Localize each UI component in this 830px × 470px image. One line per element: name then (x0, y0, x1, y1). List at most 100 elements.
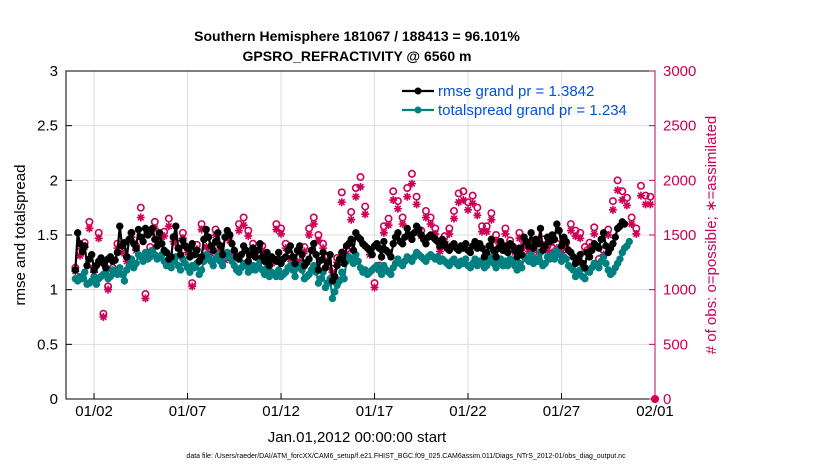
rmse-point (71, 266, 80, 274)
rmse-point (113, 248, 122, 257)
rmse-point (394, 229, 402, 237)
rmse-point (88, 250, 96, 259)
obs-assimilated-point (136, 213, 145, 222)
rmse-point (305, 255, 313, 263)
totalspread-point (527, 250, 535, 259)
rmse-point (256, 240, 264, 248)
obs-assimilated-point (571, 232, 580, 241)
rmse-point (333, 261, 341, 270)
obs-assimilated-point (501, 229, 510, 238)
rmse-point (141, 224, 150, 233)
obs-assimilated-point (468, 199, 477, 208)
x-axis-label: Jan.01,2012 00:00:00 start (268, 429, 447, 446)
totalspread-point (167, 264, 175, 272)
y-left-tick-label: 2 (50, 172, 58, 189)
rmse-point (349, 246, 358, 255)
totalspread-point (354, 257, 362, 265)
x-axis: 01/02 01/07 01/12 01/17 01/22 01/27 02/01 (75, 393, 674, 420)
rmse-point (251, 253, 260, 261)
rmse-point (176, 250, 185, 259)
obs-possible-point (239, 213, 248, 222)
rmse-point (102, 264, 110, 272)
obs-assimilated-point (277, 229, 286, 238)
rmse-point (260, 257, 269, 265)
rmse-point (127, 229, 136, 237)
obs-assimilated-point (426, 220, 435, 229)
obs-assimilated-point (487, 215, 496, 224)
obs-assimilated-point (627, 220, 636, 229)
rmse-point (368, 250, 376, 259)
totalspread-point (328, 294, 337, 303)
obs-possible-point (403, 183, 412, 192)
totalspread-point (602, 259, 610, 268)
rmse-point (534, 240, 542, 248)
totalspread-point (461, 255, 470, 263)
rmse-point (335, 255, 344, 263)
obs-assimilated-point (407, 179, 416, 188)
rmse-point (518, 250, 526, 259)
totalspread-point (595, 264, 603, 272)
obs-possible-point (136, 203, 145, 212)
totalspread-point (541, 259, 549, 268)
rmse-point (340, 259, 348, 268)
rmse-series (71, 218, 629, 285)
rmse-point (527, 229, 535, 237)
obs-possible-point (613, 176, 622, 185)
obs-assimilated-point (585, 243, 594, 252)
x-tick-label: 01/02 (75, 403, 113, 420)
rmse-point (541, 242, 549, 250)
rmse-point (487, 235, 496, 244)
rmse-point (111, 256, 119, 264)
totalspread-point (331, 288, 339, 296)
rmse-point (375, 244, 383, 252)
obs-assimilated-point (104, 285, 113, 294)
obs-assimilated-point (197, 225, 206, 234)
chart-title-line1: Southern Hemisphere 181067 / 188413 = 96… (194, 28, 520, 44)
obs-assimilated-point (160, 232, 169, 241)
rmse-point (148, 224, 157, 233)
y-right-tick-label: 500 (663, 336, 688, 353)
obs-assimilated-point (576, 234, 585, 243)
obs-assimilated-point (202, 243, 211, 252)
data-file-footer: data file: /Users/raeder/DAI/ATM_forcXX/… (186, 453, 626, 460)
obs-assimilated-point (412, 200, 421, 209)
rmse-point (536, 224, 545, 233)
rmse-point (529, 244, 538, 252)
obs-assimilated-point (636, 191, 645, 200)
y-axis-left: 0 0.5 1 1.5 2 2.5 3 (37, 63, 72, 408)
obs-assimilated-point (356, 182, 365, 191)
rmse-point (230, 246, 238, 255)
y-right-tick-label: 0 (663, 391, 671, 408)
rmse-point (403, 224, 411, 233)
rmse-point (193, 246, 201, 255)
totalspread-point (274, 266, 283, 274)
rmse-point (151, 235, 159, 244)
y-left-tick-label: 3 (50, 63, 58, 80)
rmse-point (461, 240, 470, 248)
rmse-point (478, 244, 486, 252)
totalspread-point (377, 270, 386, 279)
y-axis-right: 0 500 1000 1500 2000 2500 3000 (649, 63, 696, 408)
obs-assimilated-point (295, 257, 304, 266)
obs-assimilated-point (244, 232, 253, 241)
obs-assimilated-point (94, 234, 103, 243)
obs-assimilated-point (646, 200, 655, 209)
totalspread-point (132, 259, 140, 268)
rmse-point (466, 248, 475, 257)
obs-assimilated-point (272, 225, 281, 234)
obs-assimilated-point (482, 227, 491, 236)
obs-possible-point (337, 188, 346, 197)
obs-assimilated-point (347, 215, 356, 224)
totalspread-point (340, 275, 348, 283)
rmse-point (377, 253, 386, 261)
rmse-point (296, 242, 304, 250)
totalspread-point (504, 261, 512, 270)
obs-assimilated-point (155, 235, 164, 244)
obs-assimilated-point (473, 211, 482, 220)
obs-assimilated-point (590, 229, 599, 238)
obs-assimilated-point (379, 228, 388, 237)
rmse-point (228, 240, 236, 248)
obs-assimilated-point (384, 221, 393, 230)
rmse-point (202, 225, 210, 234)
rmse-point (422, 240, 430, 248)
